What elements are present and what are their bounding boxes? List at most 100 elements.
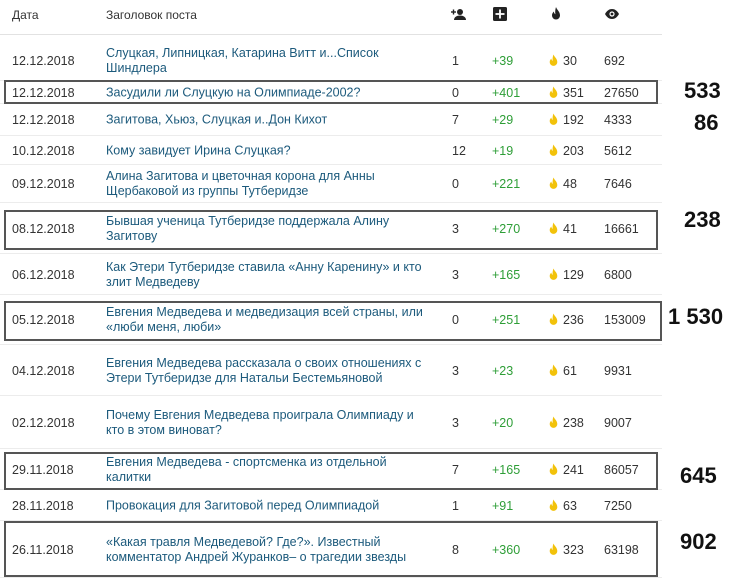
post-title-link[interactable]: Евгения Медведева рассказала о своих отн…	[106, 355, 422, 385]
fire-value: 41	[563, 221, 577, 236]
views-count: 153009	[604, 313, 646, 327]
post-title-link[interactable]: Бывшая ученица Тутберидзе поддержала Али…	[106, 213, 390, 243]
fire-icon	[549, 313, 558, 325]
row-divider	[0, 520, 662, 521]
post-title-link[interactable]: Евгения Медведева - спортсменка из отдел…	[106, 454, 387, 484]
fire-icon	[549, 499, 558, 511]
fire-count: 30	[548, 54, 577, 68]
views-count: 9007	[604, 415, 632, 430]
fire-count: 236	[548, 313, 584, 327]
fire-value: 323	[563, 542, 584, 557]
views-count: 16661	[604, 221, 639, 236]
comments-count: 0	[452, 313, 459, 327]
row-divider	[0, 294, 662, 295]
annotation-number: 1 530	[668, 304, 724, 329]
comments-count: 0	[452, 85, 459, 100]
post-date: 29.11.2018	[12, 462, 74, 477]
post-date: 28.11.2018	[12, 498, 74, 513]
fire-icon[interactable]	[548, 6, 564, 22]
fire-value: 48	[563, 177, 577, 191]
post-title-link[interactable]: Кому завидует Ирина Слуцкая?	[106, 143, 291, 157]
comments-count: 1	[452, 498, 459, 513]
post-date: 06.12.2018	[12, 267, 75, 282]
fire-value: 61	[563, 363, 577, 378]
fire-count: 48	[548, 177, 577, 191]
table-row: 26.11.2018 «Какая травля Медведевой? Где?…	[0, 521, 662, 578]
rating-value: +360	[492, 542, 521, 557]
eye-icon[interactable]	[604, 6, 620, 22]
post-title-link[interactable]: Слуцкая, Липницкая, Катарина Витт и...Сп…	[106, 45, 379, 75]
comments-count: 12	[452, 143, 466, 158]
fire-count: 192	[548, 113, 584, 127]
fire-count: 41	[548, 222, 577, 236]
rating-value: +221	[492, 177, 521, 191]
comments-count: 7	[452, 462, 459, 477]
fire-icon	[549, 113, 558, 125]
annotation-number: 533	[684, 78, 721, 103]
header-title: Заголовок поста	[106, 8, 197, 22]
header-divider	[0, 34, 662, 35]
row-divider	[0, 164, 662, 165]
table-row: 12.12.2018 Засудили ли Слуцкую на Олимпиа…	[0, 81, 662, 104]
fire-count: 129	[548, 268, 584, 282]
post-title-link[interactable]: Алина Загитова и цветочная корона для Ан…	[106, 169, 375, 198]
add-user-icon[interactable]	[450, 6, 466, 22]
post-title-link[interactable]: Провокация для Загитовой перед Олимпиадо…	[106, 498, 380, 512]
fire-icon	[549, 54, 558, 66]
post-title-link[interactable]: «Какая травля Медведевой? Где?». Известн…	[106, 534, 407, 564]
post-title-link[interactable]: Как Этери Тутберидзе ставила «Анну Карен…	[106, 259, 422, 289]
table-row: 28.11.2018 Провокация для Загитовой перед…	[0, 490, 662, 521]
post-title-link[interactable]: Засудили ли Слуцкую на Олимпиаде-2002?	[106, 85, 361, 99]
fire-value: 203	[563, 143, 584, 158]
views-count: 4333	[604, 113, 632, 127]
rating-value: +165	[492, 267, 521, 282]
post-date: 09.12.2018	[12, 177, 75, 191]
fire-icon	[549, 177, 558, 189]
post-date: 12.12.2018	[12, 113, 75, 127]
table-row: 08.12.2018 Бывшая ученица Тутберидзе подд…	[0, 203, 662, 254]
post-date: 12.12.2018	[12, 53, 75, 68]
row-divider	[0, 202, 662, 203]
table-row: 06.12.2018 Как Этери Тутберидзе ставила «…	[0, 254, 662, 295]
post-date: 26.11.2018	[12, 542, 74, 557]
views-count: 27650	[604, 85, 639, 100]
fire-icon	[549, 86, 558, 98]
post-title-link[interactable]: Евгения Медведева и медведизация всей ст…	[106, 305, 423, 334]
annotation-number: 902	[680, 529, 717, 554]
rating-value: +39	[492, 53, 514, 68]
views-count: 692	[604, 53, 625, 68]
row-divider	[0, 135, 662, 136]
fire-value: 351	[563, 85, 584, 100]
fire-value: 63	[563, 498, 577, 513]
post-title-link[interactable]: Загитова, Хьюз, Слуцкая и..Дон Кихот	[106, 112, 328, 127]
fire-icon	[549, 268, 558, 280]
fire-value: 30	[563, 53, 577, 68]
comments-count: 3	[452, 267, 459, 282]
rating-value: +91	[492, 498, 514, 513]
fire-count: 351	[548, 86, 584, 100]
views-count: 63198	[604, 542, 639, 557]
fire-icon	[549, 144, 558, 156]
fire-count: 203	[548, 144, 584, 158]
post-title-link[interactable]: Почему Евгения Медведева проиграла Олимп…	[106, 407, 414, 437]
post-date: 02.12.2018	[12, 415, 75, 430]
views-count: 7646	[604, 177, 632, 191]
annotation-number: 645	[680, 463, 717, 488]
fire-icon	[549, 543, 558, 555]
rating-value: +23	[492, 363, 514, 378]
rating-value: +20	[492, 415, 514, 430]
plus-square-icon[interactable]	[492, 6, 508, 22]
fire-icon	[549, 222, 558, 234]
annotation-number: 86	[694, 110, 719, 135]
table-row: 12.12.2018 Слуцкая, Липницкая, Катарина В…	[0, 40, 662, 81]
fire-count: 323	[548, 543, 584, 557]
row-divider	[0, 344, 662, 345]
comments-count: 3	[452, 363, 459, 378]
rating-value: +401	[492, 85, 521, 100]
row-divider	[0, 395, 662, 396]
fire-value: 129	[563, 267, 584, 282]
rating-value: +251	[492, 313, 521, 327]
views-count: 7250	[604, 498, 632, 513]
fire-count: 63	[548, 499, 577, 513]
comments-count: 8	[452, 542, 459, 557]
